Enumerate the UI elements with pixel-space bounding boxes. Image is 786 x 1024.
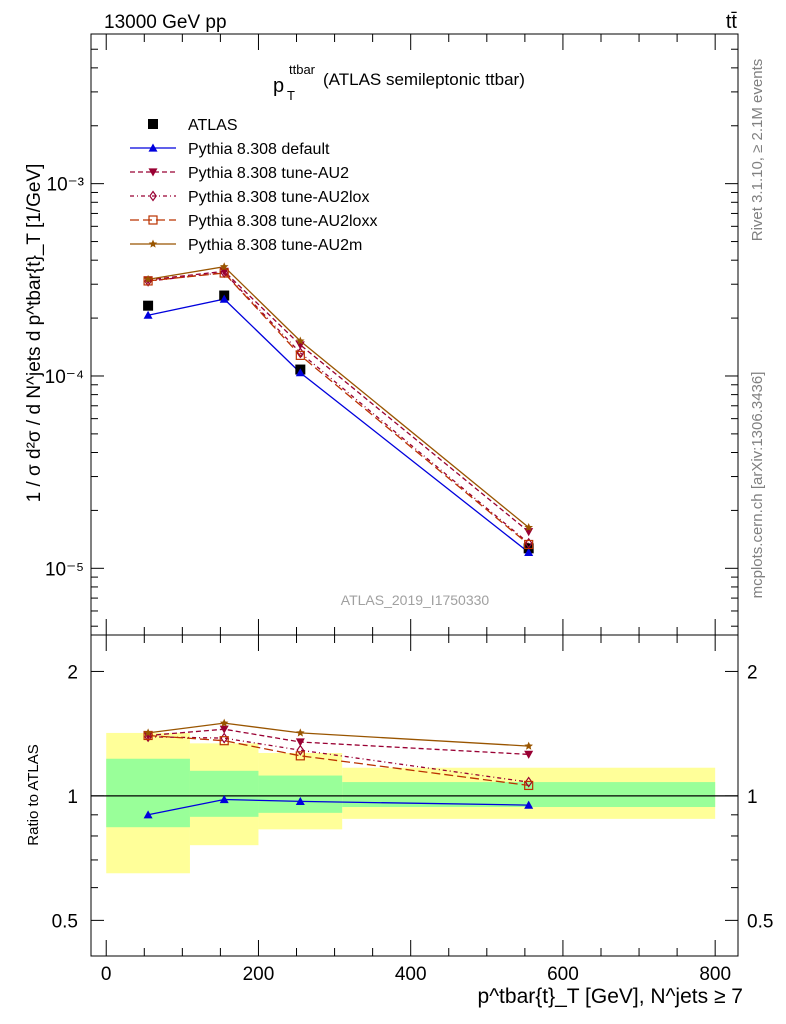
ratio-point	[219, 736, 229, 746]
ratio-series-lines	[147, 722, 529, 816]
mc-point	[524, 547, 534, 556]
ratio-y-axis-label: Ratio to ATLAS	[25, 744, 42, 845]
x-tick-label: 800	[699, 964, 731, 985]
ratio-y-tick-label-right: 0.5	[747, 911, 773, 932]
rivet-side-text: Rivet 3.1.10, ≥ 2.1M events	[749, 59, 766, 242]
main-title-text: (ATLAS semileptonic ttbar)	[323, 70, 525, 89]
ratio-point	[295, 796, 305, 805]
ratio-point	[524, 776, 533, 788]
header-left: 13000 GeV pp	[104, 12, 227, 33]
mcplots-side-text: mcplots.cern.ch [arXiv:1306.3436]	[749, 372, 766, 599]
main-series-line	[148, 270, 530, 533]
main-series-line	[148, 272, 530, 546]
ratio-y-tick-label-left: 0.5	[52, 911, 78, 932]
legend-marker	[148, 168, 158, 177]
ratio-point	[219, 725, 229, 734]
mc-point	[219, 294, 229, 303]
legend-label: Pythia 8.308 tune-AU2loxx	[188, 213, 377, 230]
ratio-band-stat-bin	[258, 775, 343, 813]
ratio-point	[296, 728, 305, 737]
ratio-point	[219, 795, 229, 804]
ratio-point	[219, 718, 229, 727]
ratio-y-tick-label-right: 2	[747, 662, 758, 683]
ratio-point	[296, 744, 305, 756]
ratio-ticks: 0.5 0.5 1 1 2 2	[52, 34, 773, 956]
mc-point	[295, 368, 305, 377]
legend-label: Pythia 8.308 tune-AU2	[188, 165, 349, 182]
main-series-line	[147, 298, 530, 553]
main-series-lines	[147, 266, 530, 553]
main-series-markers	[143, 262, 534, 556]
ratio-y-tick-label-right: 1	[747, 787, 758, 808]
legend-label: Pythia 8.308 tune-AU2lox	[188, 189, 369, 206]
main-title-symbol-sup: ttbar	[289, 62, 316, 77]
ratio-point	[295, 738, 305, 747]
x-tick-label: 200	[243, 964, 275, 985]
x-tick-label: 600	[547, 964, 579, 985]
mc-point	[524, 539, 534, 550]
watermark: ATLAS_2019_I1750330	[341, 592, 490, 608]
ratio-point	[295, 751, 305, 761]
legend: ATLAS Pythia 8.308 default Pythia 8.308 tu…	[130, 117, 377, 254]
mc-point	[295, 350, 305, 360]
ratio-y-tick-label-left: 1	[67, 787, 78, 808]
ratio-point	[524, 741, 533, 750]
ratio-point	[524, 750, 534, 759]
header-right: tt̄	[726, 11, 738, 33]
x-axis-label: p^tbar{t}_T [GeV], N^jets ≥ 7	[478, 985, 743, 1008]
ratio-point	[524, 780, 534, 791]
mc-point	[219, 262, 229, 271]
ratio-point	[143, 728, 153, 737]
legend-marker	[148, 119, 158, 129]
ratio-series-line	[148, 722, 529, 747]
mc-point	[296, 336, 305, 345]
ratio-point	[143, 810, 153, 819]
y-tick-label: 10⁻³	[47, 175, 85, 196]
main-title-symbol: p	[273, 75, 284, 97]
main-y-axis-label: 1 / σ d²σ / d N^jets d p^tbar{t}_T [1/Ge…	[24, 164, 45, 503]
legend-marker	[148, 143, 158, 152]
ratio-series-line	[147, 798, 529, 816]
ratio-band-stat-bin	[189, 770, 259, 817]
ratio-y-tick-label-left: 2	[67, 662, 78, 683]
ratio-point	[524, 800, 534, 809]
legend-marker	[148, 215, 158, 225]
x-tick-labels: 0 200 400 600 800	[101, 964, 731, 985]
mc-point	[143, 274, 153, 283]
main-series-line	[147, 266, 530, 529]
y-tick-label: 10⁻⁵	[45, 559, 84, 580]
legend-label: Pythia 8.308 default	[188, 141, 330, 158]
ratio-series-line	[148, 728, 529, 756]
legend-label: ATLAS	[188, 117, 238, 134]
main-title: p ttbar T (ATLAS semileptonic ttbar)	[273, 62, 525, 103]
mc-point	[524, 537, 533, 549]
data-point	[143, 300, 154, 311]
ratio-series-markers	[143, 718, 534, 819]
main-title-symbol-sub: T	[287, 88, 295, 103]
ratio-point	[143, 731, 153, 740]
main-series-line	[148, 271, 530, 544]
mc-point	[219, 268, 229, 278]
main-y-ticks: 10⁻⁵ 10⁻⁴ 10⁻³	[45, 33, 738, 627]
x-tick-label: 400	[395, 964, 427, 985]
legend-label: Pythia 8.308 tune-AU2m	[188, 237, 362, 254]
mc-point	[524, 523, 533, 532]
legend-marker	[149, 190, 157, 202]
x-tick-label: 0	[101, 964, 112, 985]
mc-point	[143, 310, 153, 319]
legend-marker	[148, 239, 158, 248]
y-tick-label: 10⁻⁴	[45, 367, 84, 388]
